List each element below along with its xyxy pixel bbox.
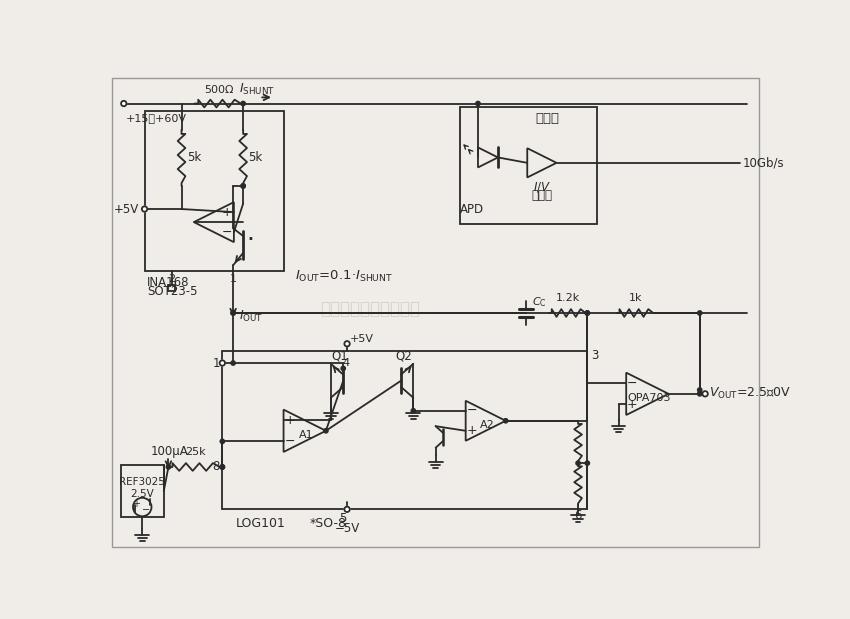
Text: 100μA: 100μA	[151, 445, 189, 458]
Circle shape	[585, 311, 589, 315]
Circle shape	[220, 465, 224, 469]
Text: 1: 1	[212, 357, 220, 370]
Circle shape	[585, 461, 589, 465]
Text: SOT23-5: SOT23-5	[147, 285, 197, 298]
Circle shape	[476, 102, 480, 106]
Text: 2: 2	[168, 274, 175, 285]
Text: 1k: 1k	[629, 293, 643, 303]
Text: +: +	[467, 424, 477, 437]
Text: A1: A1	[299, 430, 314, 439]
Text: 杭州将睿科技有限公司: 杭州将睿科技有限公司	[320, 300, 420, 318]
Text: +15～+60V: +15～+60V	[125, 113, 186, 123]
Text: REF3025: REF3025	[119, 477, 165, 487]
Circle shape	[121, 101, 127, 106]
Text: 5: 5	[339, 512, 347, 525]
Text: +: +	[132, 499, 140, 509]
Text: 25k: 25k	[185, 447, 206, 457]
Text: 10Gb/s: 10Gb/s	[743, 157, 785, 170]
Text: $V_{\rm OUT}$=2.5～0V: $V_{\rm OUT}$=2.5～0V	[709, 386, 791, 401]
Bar	[121, 465, 164, 517]
Circle shape	[220, 439, 224, 444]
Text: −5V: −5V	[334, 522, 360, 535]
Circle shape	[241, 184, 246, 188]
Circle shape	[698, 311, 702, 315]
Circle shape	[411, 409, 416, 413]
Circle shape	[344, 506, 349, 512]
Circle shape	[220, 465, 224, 469]
Circle shape	[241, 102, 246, 106]
Circle shape	[142, 206, 147, 212]
Circle shape	[585, 311, 589, 315]
Text: 接收器: 接收器	[536, 113, 559, 126]
Text: Q2: Q2	[396, 350, 412, 363]
Text: $I_{\rm SHUNT}$: $I_{\rm SHUNT}$	[239, 82, 275, 97]
Bar	[460, 106, 598, 225]
Circle shape	[220, 465, 224, 469]
Text: 3: 3	[591, 349, 598, 362]
Text: +: +	[627, 398, 638, 411]
Text: 5k: 5k	[247, 151, 262, 164]
Circle shape	[231, 361, 235, 365]
Text: *SO-8: *SO-8	[310, 517, 347, 530]
Circle shape	[698, 388, 702, 392]
Bar	[167, 285, 175, 292]
Text: 5k: 5k	[187, 151, 201, 164]
Text: 1.2k: 1.2k	[556, 293, 581, 303]
Text: +: +	[222, 206, 232, 219]
Text: +5V: +5V	[114, 202, 139, 215]
Circle shape	[231, 311, 235, 315]
Circle shape	[341, 366, 345, 371]
Text: 2.5V: 2.5V	[130, 489, 154, 499]
Circle shape	[324, 428, 328, 433]
Circle shape	[231, 311, 235, 315]
Text: −: −	[222, 226, 232, 239]
Text: −: −	[142, 505, 150, 515]
Text: $I_{\rm OUT}$: $I_{\rm OUT}$	[240, 308, 264, 324]
Circle shape	[698, 392, 702, 396]
Text: ·: ·	[246, 228, 255, 252]
Text: −: −	[467, 404, 477, 417]
Bar	[223, 352, 587, 509]
Text: −: −	[285, 435, 295, 448]
Text: $I_{\rm OUT}$=0.1·$I_{\rm SHUNT}$: $I_{\rm OUT}$=0.1·$I_{\rm SHUNT}$	[295, 269, 393, 284]
Text: INA168: INA168	[147, 276, 190, 289]
Circle shape	[167, 465, 171, 469]
Text: $C_{\rm C}$: $C_{\rm C}$	[532, 295, 547, 309]
Circle shape	[219, 360, 225, 366]
Text: APD: APD	[460, 202, 484, 215]
Text: −: −	[627, 377, 638, 390]
Circle shape	[241, 184, 246, 188]
Text: A2: A2	[480, 420, 495, 430]
Text: LOG101: LOG101	[235, 517, 286, 530]
Text: $I/V$: $I/V$	[533, 180, 551, 194]
Text: 变换器: 变换器	[531, 189, 552, 202]
Text: +5V: +5V	[349, 334, 373, 344]
Text: 1: 1	[230, 274, 236, 285]
Bar	[144, 111, 284, 271]
Circle shape	[702, 391, 708, 397]
Text: 6: 6	[575, 509, 581, 522]
Circle shape	[503, 418, 507, 423]
Circle shape	[576, 461, 581, 465]
Text: OPA703: OPA703	[627, 392, 671, 403]
Circle shape	[344, 341, 349, 347]
Text: +: +	[285, 413, 295, 426]
Text: 4: 4	[343, 358, 350, 368]
Text: 500Ω: 500Ω	[204, 85, 233, 95]
Text: 8: 8	[212, 461, 220, 474]
Text: Q1: Q1	[332, 350, 348, 363]
